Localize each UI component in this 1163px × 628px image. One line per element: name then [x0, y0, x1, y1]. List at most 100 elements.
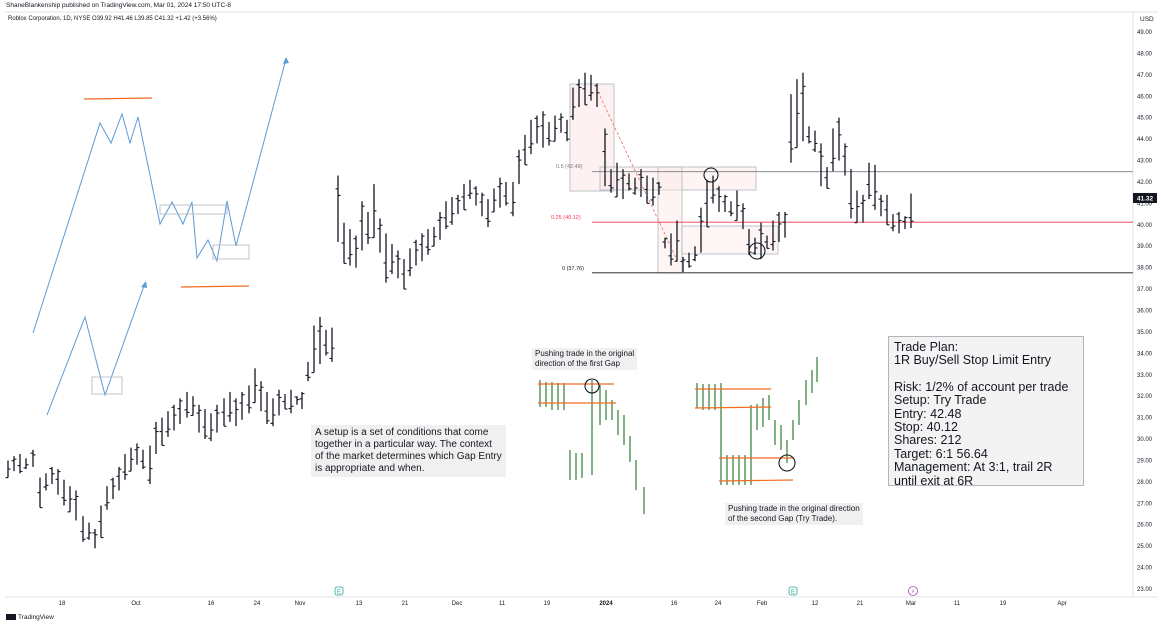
ohlc-bar — [221, 398, 227, 427]
first-gap-schematic — [539, 380, 645, 514]
price-tick-label: 27.00 — [1137, 501, 1153, 507]
ohlc-bar — [171, 404, 177, 431]
price-tick-label: 26.00 — [1137, 523, 1153, 529]
spacer — [894, 368, 1078, 381]
price-tick-label: 25.00 — [1137, 544, 1153, 550]
time-tick-label: 24 — [715, 601, 722, 607]
gap-marker-circle — [748, 242, 766, 260]
price-tick-label: 35.00 — [1137, 330, 1153, 336]
ohlc-bar — [116, 466, 122, 491]
ohlc-bar — [323, 329, 329, 356]
ohlc-bar — [110, 477, 116, 500]
ohlc-bar — [335, 175, 341, 242]
ohlc-bar — [558, 113, 564, 133]
time-axis[interactable]: 18 Oct 16 24 Nov 13 21 Dec 11 19 2024 16 24 Feb 12 21 Ma… — [59, 601, 1067, 607]
time-tick-label: Oct — [131, 601, 141, 607]
ohlc-bar — [788, 94, 794, 163]
ohlc-bar — [98, 505, 104, 539]
ohlc-bar — [570, 87, 576, 120]
ohlc-bar — [722, 194, 728, 212]
ohlc-bar — [425, 229, 431, 255]
ohlc-bar — [836, 117, 842, 161]
trade-plan-line: Stop: 40.12 — [894, 420, 958, 435]
price-tick-label: 49.00 — [1137, 30, 1153, 36]
ohlc-bar — [92, 529, 98, 549]
price-axis[interactable]: 49.00 48.00 47.00 46.00 45.00 44.00 43.00 42.00… — [1137, 30, 1153, 593]
ohlc-bar — [347, 229, 353, 266]
trade-plan-line: Risk: 1/2% of account per trade — [894, 379, 1069, 394]
fib-label-025: 0.25 (40.12) — [551, 215, 581, 221]
ohlc-bar — [37, 477, 43, 509]
price-tick-label: 47.00 — [1137, 73, 1153, 79]
ohlc-bar — [449, 196, 455, 225]
trade-plan-line: Setup: Try Trade — [894, 393, 987, 408]
ohlc-bar — [190, 396, 196, 417]
second-gap-annotation: Pushing trade in the original direction … — [725, 503, 863, 525]
time-tick-label: Mar — [906, 601, 916, 607]
price-tick-label: 31.00 — [1137, 416, 1153, 422]
tradingview-logo-icon — [6, 614, 16, 621]
time-tick-label: Nov — [295, 601, 306, 607]
ohlc-bar — [620, 169, 626, 200]
price-tick-label: 48.00 — [1137, 51, 1153, 57]
price-tick-label: 42.00 — [1137, 180, 1153, 186]
earnings-marker[interactable]: E — [334, 586, 344, 596]
price-tick-label: 38.00 — [1137, 266, 1153, 272]
ohlc-bar — [830, 128, 836, 172]
gap-zone-box — [681, 225, 779, 255]
ohlc-bar — [371, 184, 377, 239]
ohlc-bar — [365, 211, 371, 245]
price-tick-label: 32.00 — [1137, 394, 1153, 400]
price-tick-label: 41.00 — [1137, 201, 1153, 207]
ohlc-bar — [252, 368, 258, 404]
time-tick-label: Feb — [757, 601, 768, 607]
ohlc-bar — [552, 115, 558, 142]
ohlc-bar — [177, 398, 183, 425]
ohlc-bar — [752, 237, 758, 255]
ohlc-bar — [764, 235, 770, 249]
time-tick-label: 24 — [254, 601, 261, 607]
trade-plan-line: Entry: 42.48 — [894, 406, 962, 421]
ohlc-bar — [383, 233, 389, 283]
ohlc-bar — [377, 218, 383, 253]
ohlc-bar — [147, 445, 153, 485]
ohlc-bar — [5, 460, 11, 479]
ohlc-bar — [30, 449, 36, 467]
ohlc-bar — [662, 237, 668, 249]
ohlc-bar — [848, 169, 854, 219]
ohlc-bar — [437, 211, 443, 240]
svg-text:E: E — [337, 590, 341, 596]
ohlc-bar — [698, 207, 704, 253]
last-price-value: 41.32 — [1137, 196, 1154, 203]
tradingview-logo[interactable]: TradingView — [6, 614, 54, 621]
gap-box — [159, 204, 228, 215]
price-tick-label: 40.00 — [1137, 223, 1153, 229]
price-tick-label: 34.00 — [1137, 351, 1153, 357]
ohlc-bar — [674, 220, 680, 262]
support-line — [694, 406, 772, 409]
ohlc-bar — [86, 522, 92, 540]
ohlc-bar — [104, 486, 110, 510]
ohlc-bar — [258, 381, 264, 412]
ohlc-bar — [407, 248, 413, 277]
trade-plan-title: Trade Plan: — [894, 340, 959, 354]
ohlc-bar — [534, 115, 540, 144]
ohlc-bar — [153, 421, 159, 455]
ohlc-bar — [510, 181, 516, 217]
ohlc-bar — [61, 479, 67, 506]
ohlc-bar — [734, 190, 740, 222]
ohlc-bar — [276, 389, 282, 416]
ohlc-bar — [614, 162, 620, 198]
ohlc-bar — [214, 404, 220, 433]
trade-plan-line: Shares: 212 — [894, 433, 962, 448]
gap-marker-circle — [703, 167, 719, 183]
ohlc-bar — [806, 126, 812, 144]
time-tick-label: 21 — [402, 601, 409, 607]
ohlc-bars — [5, 72, 914, 549]
time-tick-label: 11 — [499, 601, 506, 607]
time-tick-label: 13 — [356, 601, 363, 607]
earnings-marker[interactable]: E — [788, 586, 798, 596]
ohlc-bar — [305, 361, 311, 382]
event-marker[interactable]: ⚡ — [908, 586, 918, 596]
